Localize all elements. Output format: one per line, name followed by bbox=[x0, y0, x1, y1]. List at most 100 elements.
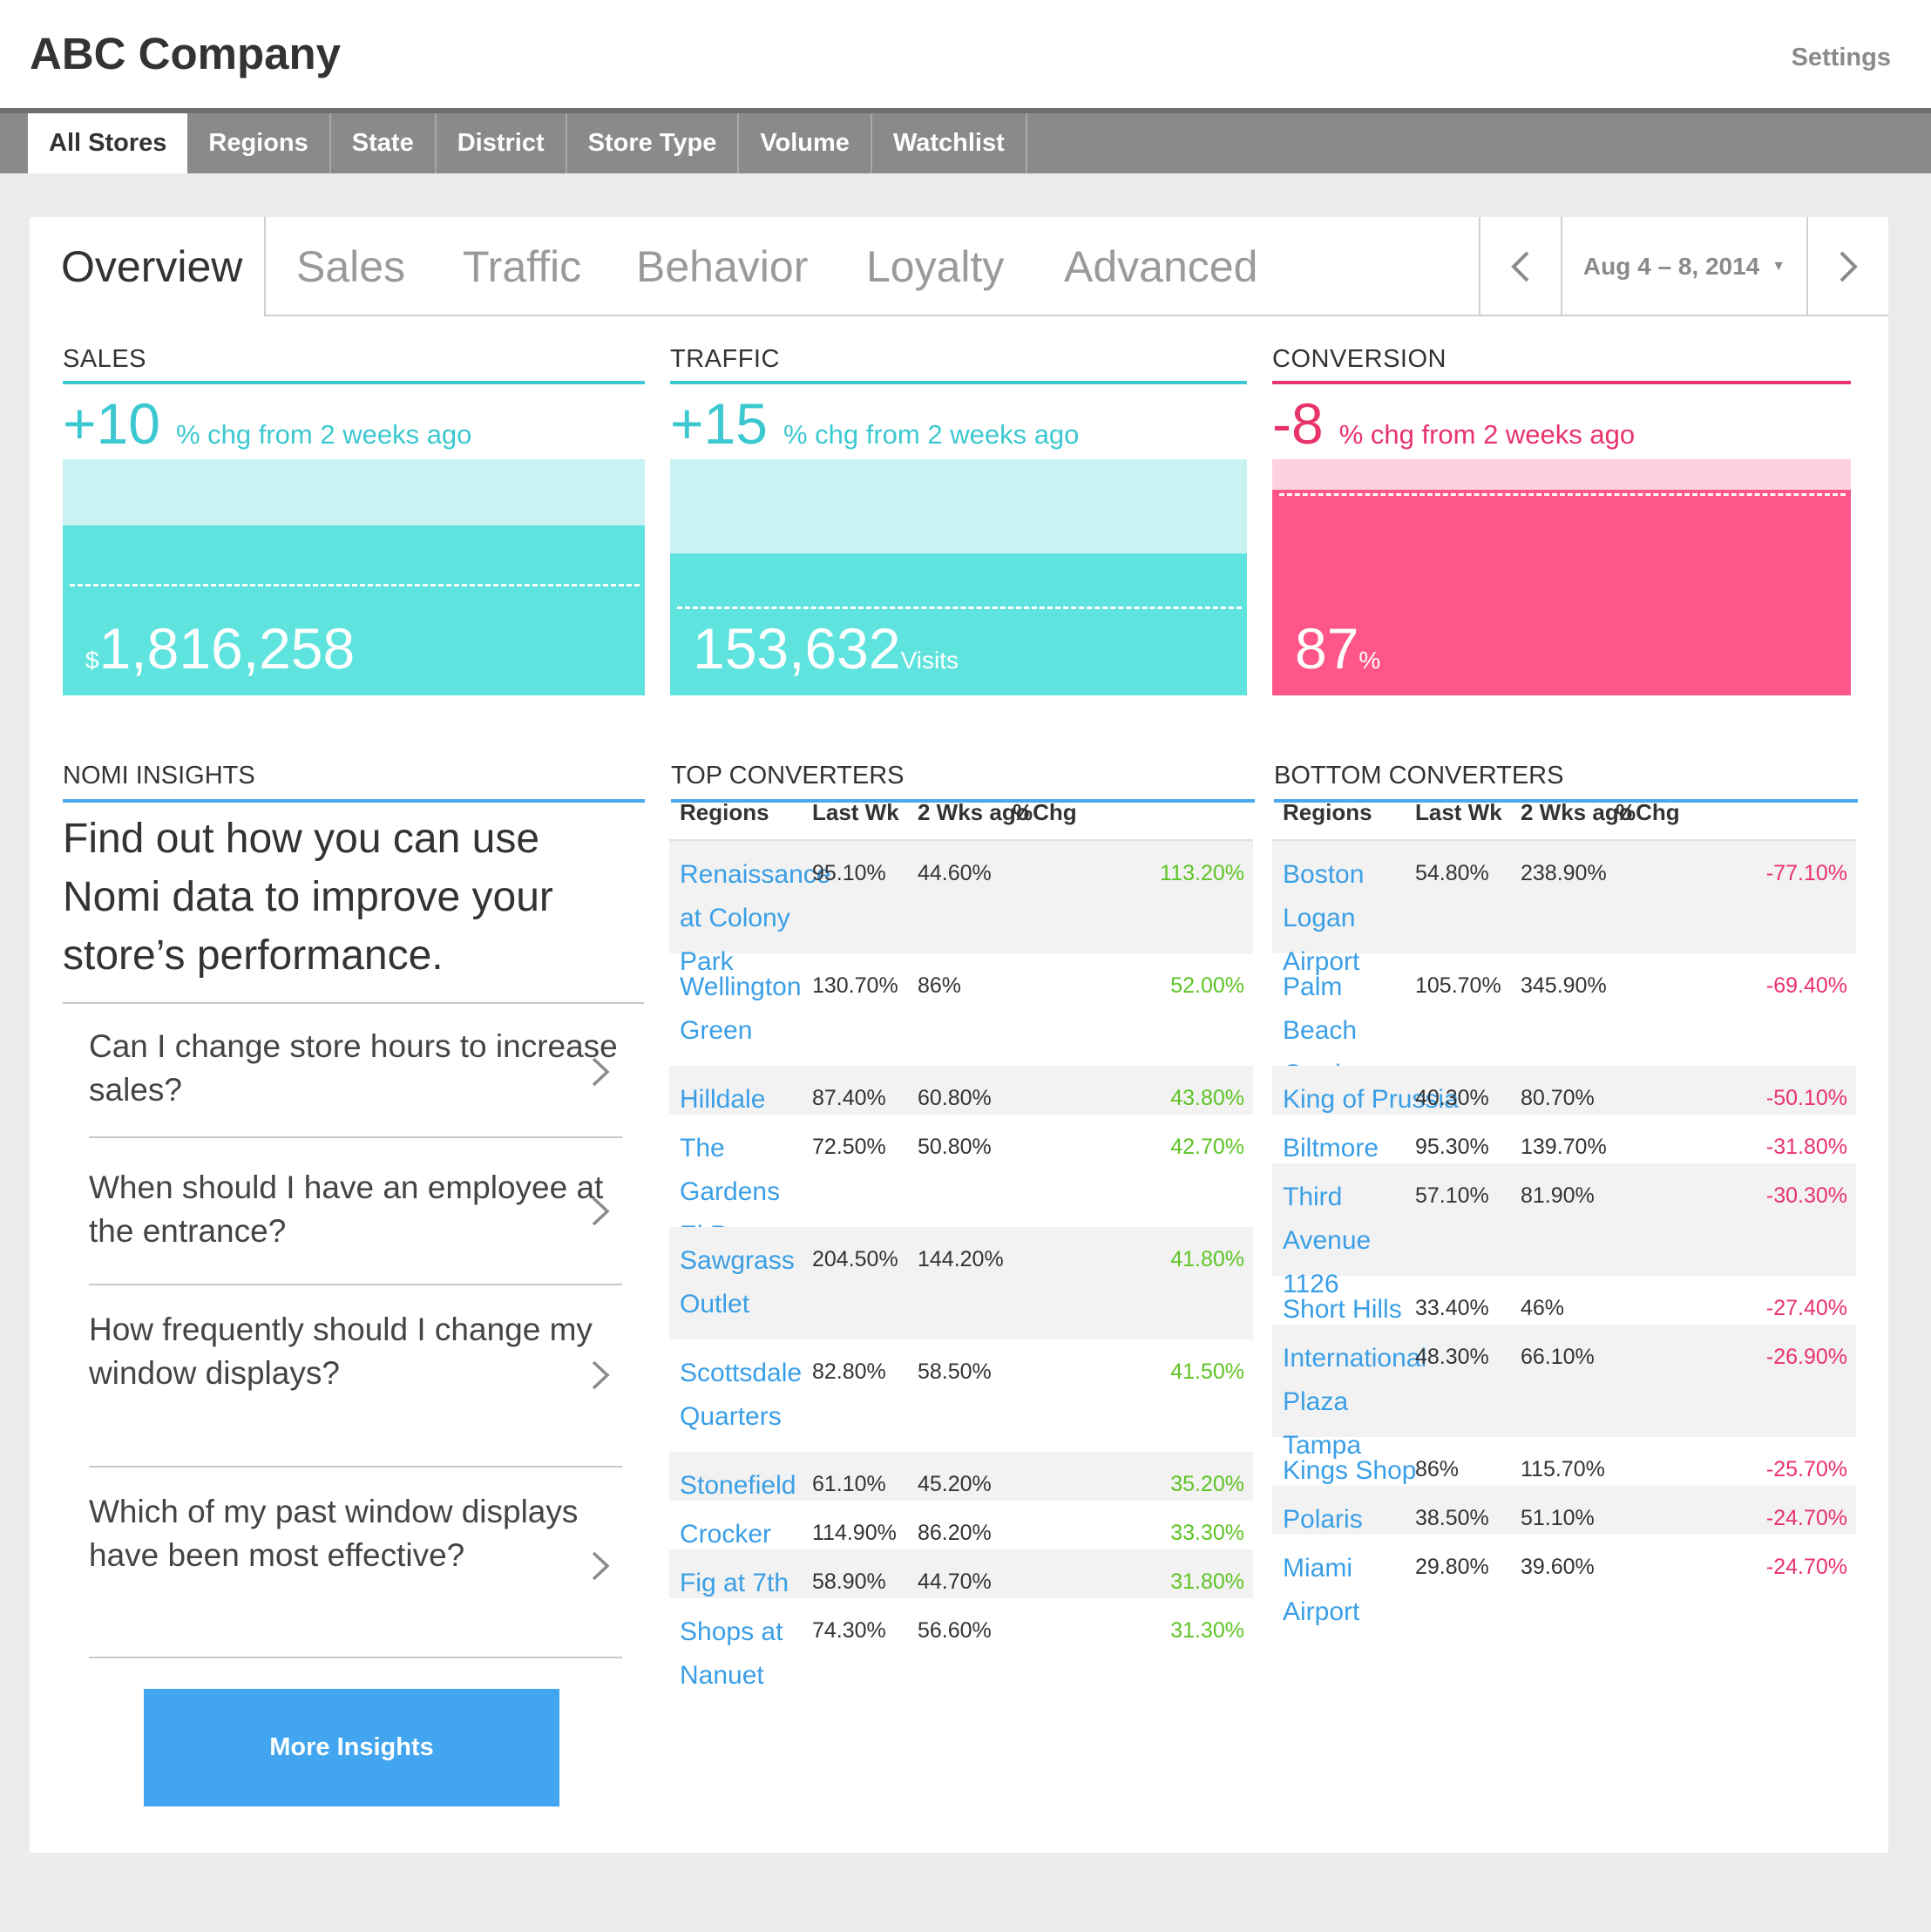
traffic-kpi-title: TRAFFIC bbox=[670, 345, 1247, 384]
bottom-converters-region-link[interactable]: Miami Airport bbox=[1283, 1554, 1360, 1626]
bottom-converters-last-week: 105.70% bbox=[1415, 973, 1501, 998]
bottom-converters-pct-change: -50.10% bbox=[1765, 1086, 1847, 1110]
chevron-right-icon bbox=[592, 1057, 610, 1087]
top-converters-last-week: 95.10% bbox=[812, 861, 886, 885]
bottom-converters-region-link[interactable]: Short Hills bbox=[1283, 1295, 1402, 1324]
bottom-converters-two-weeks-ago: 80.70% bbox=[1521, 1086, 1595, 1110]
bottom-converters-pct-change: -30.30% bbox=[1765, 1183, 1847, 1208]
top-converters-region-link[interactable]: Wellington Green bbox=[680, 973, 802, 1045]
sales-value: $1,816,258 bbox=[85, 615, 355, 681]
bottom-converters-pct-change: -26.90% bbox=[1765, 1345, 1847, 1369]
top-converters-two-weeks-ago: 58.50% bbox=[918, 1359, 992, 1384]
caret-down-icon: ▼ bbox=[1772, 259, 1786, 274]
tab-overview[interactable]: Overview bbox=[61, 242, 243, 291]
bottom-converters-table-row: Third Avenue 1126 57.10% 81.90% -30.30% bbox=[1272, 1163, 1856, 1298]
bottom-converters-region-link[interactable]: Biltmore bbox=[1283, 1134, 1379, 1163]
top-converters-region-link[interactable]: Fig at 7th bbox=[680, 1569, 789, 1597]
traffic-value: 153,632Visits bbox=[693, 615, 959, 681]
insight-question-3[interactable]: How frequently should I change my window… bbox=[89, 1285, 622, 1468]
bottom-converters-two-weeks-ago: 66.10% bbox=[1521, 1345, 1595, 1369]
conversion-change-value: -8 bbox=[1272, 391, 1324, 456]
bottom-converters-region-link[interactable]: Third Avenue 1126 bbox=[1283, 1183, 1372, 1298]
section-tabs-divider bbox=[264, 217, 266, 316]
top-converters-last-week: 114.90% bbox=[812, 1521, 897, 1545]
insight-question-text: Which of my past window displays have be… bbox=[89, 1494, 579, 1573]
top-converters-table-row: Sawgrass Outlet 204.50% 144.20% 41.80% bbox=[669, 1227, 1253, 1339]
bottom-converters-region-link[interactable]: Boston Logan Airport bbox=[1283, 860, 1365, 976]
top-converters-region-link[interactable]: Renaissance at Colony Park bbox=[680, 860, 831, 976]
bottom-converters-region-link[interactable]: King of Prussia bbox=[1283, 1085, 1459, 1114]
top-converters-region-link[interactable]: Shops at Nanuet bbox=[680, 1617, 783, 1690]
top-converters-column-header: %Chg bbox=[1013, 799, 1077, 825]
bottom-converters-region-link[interactable]: Kings Shop bbox=[1283, 1456, 1417, 1485]
bottom-converters-pct-change: -69.40% bbox=[1765, 973, 1847, 998]
top-converters-table-row: Renaissance at Colony Park 95.10% 44.60% 11… bbox=[669, 841, 1253, 976]
sales-value-prefix: $ bbox=[85, 647, 99, 674]
tab-state[interactable]: State bbox=[331, 113, 437, 173]
tab-all-stores[interactable]: All Stores bbox=[28, 113, 188, 173]
section-tabs: Overview Sales Traffic Behavior Loyalty … bbox=[30, 217, 1888, 316]
top-converters-table-row: The Gardens El Paseo72.50%50.80%42.70% bbox=[669, 1115, 1253, 1250]
top-converters-pct-change: 31.30% bbox=[1170, 1618, 1244, 1643]
traffic-bar-fill bbox=[670, 553, 1247, 695]
date-range-select[interactable]: Aug 4 – 8, 2014 ▼ bbox=[1561, 217, 1808, 316]
top-converters-last-week: 82.80% bbox=[812, 1359, 886, 1384]
top-converters-table: Regions Last Wk 2 Wks ago %Chg Renaissance a… bbox=[669, 783, 1253, 1711]
top-converters-last-week: 130.70% bbox=[812, 973, 898, 998]
tab-watchlist[interactable]: Watchlist bbox=[872, 113, 1027, 173]
bottom-converters-table-row: Biltmore 95.30% 139.70% -31.80% bbox=[1272, 1115, 1856, 1163]
bottom-converters-column-header: Regions bbox=[1283, 799, 1372, 825]
top-converters-region-link[interactable]: Stonefield bbox=[680, 1471, 796, 1500]
tab-regions[interactable]: Regions bbox=[187, 113, 331, 173]
top-converters-two-weeks-ago: 45.20% bbox=[918, 1472, 992, 1496]
insight-question-2[interactable]: When should I have an employee at the en… bbox=[89, 1138, 622, 1285]
traffic-change-value: +15 bbox=[670, 391, 768, 456]
bottom-converters-last-week: 29.80% bbox=[1415, 1555, 1489, 1579]
conversion-kpi: CONVERSION -8 % chg from 2 weeks ago 87% bbox=[1272, 345, 1851, 695]
tab-advanced[interactable]: Advanced bbox=[1064, 242, 1258, 291]
top-converters-region-link[interactable]: Sawgrass Outlet bbox=[680, 1246, 795, 1319]
top-converters-two-weeks-ago: 50.80% bbox=[918, 1135, 992, 1159]
tab-store-type[interactable]: Store Type bbox=[567, 113, 740, 173]
tab-behavior[interactable]: Behavior bbox=[636, 242, 809, 291]
previous-period-button[interactable] bbox=[1480, 217, 1561, 316]
bottom-converters-table-row: King of Prussia 40.30% 80.70% -50.10% bbox=[1272, 1066, 1856, 1115]
settings-link[interactable]: Settings bbox=[1791, 44, 1891, 71]
bottom-converters-two-weeks-ago: 139.70% bbox=[1521, 1135, 1607, 1159]
top-converters-table-header: Regions Last Wk 2 Wks ago %Chg bbox=[669, 783, 1253, 841]
tab-district[interactable]: District bbox=[437, 113, 567, 173]
bottom-converters-table-row: Kings Shop 86% 115.70% -25.70% bbox=[1272, 1437, 1856, 1486]
insight-question-1[interactable]: Can I change store hours to increase sal… bbox=[89, 1004, 622, 1138]
next-period-button[interactable] bbox=[1808, 217, 1888, 316]
top-converters-region-link[interactable]: Hilldale bbox=[680, 1085, 766, 1114]
top-converters-pct-change: 35.20% bbox=[1170, 1472, 1244, 1496]
insight-question-4[interactable]: Which of my past window displays have be… bbox=[89, 1468, 622, 1658]
chevron-right-icon bbox=[1840, 251, 1858, 282]
bottom-converters-table-header: Regions Last Wk 2 Wks ago %Chg bbox=[1272, 783, 1856, 841]
bottom-converters-table-row: International Plaza Tampa 48.30% 66.10% -26… bbox=[1272, 1325, 1856, 1460]
bottom-converters-column-header: %Chg bbox=[1616, 799, 1680, 825]
bottom-converters-region-link[interactable]: International Plaza Tampa bbox=[1283, 1344, 1427, 1460]
bottom-converters-last-week: 48.30% bbox=[1415, 1345, 1489, 1369]
top-converters-pct-change: 31.80% bbox=[1170, 1569, 1244, 1594]
bottom-converters-region-link[interactable]: Polaris bbox=[1283, 1505, 1363, 1534]
top-converters-last-week: 72.50% bbox=[812, 1135, 886, 1159]
insights-lead: Find out how you can use Nomi data to im… bbox=[63, 816, 553, 979]
bottom-converters-table: Regions Last Wk 2 Wks ago %Chg Boston Logan … bbox=[1272, 783, 1856, 1626]
sales-change: +10 % chg from 2 weeks ago bbox=[63, 390, 471, 457]
traffic-change-text: % chg from 2 weeks ago bbox=[783, 419, 1080, 450]
top-converters-pct-change: 41.50% bbox=[1170, 1359, 1244, 1384]
conversion-bar: 87% bbox=[1272, 459, 1851, 695]
section-tabs-underline bbox=[264, 315, 1888, 316]
sales-bar: $1,816,258 bbox=[63, 459, 645, 695]
chevron-left-icon bbox=[1511, 251, 1529, 282]
tab-sales[interactable]: Sales bbox=[296, 242, 406, 291]
more-insights-button[interactable]: More Insights bbox=[144, 1689, 559, 1807]
top-converters-region-link[interactable]: Scottsdale Quarters bbox=[680, 1359, 803, 1431]
traffic-change: +15 % chg from 2 weeks ago bbox=[670, 390, 1079, 457]
tab-volume[interactable]: Volume bbox=[739, 113, 872, 173]
bottom-converters-two-weeks-ago: 39.60% bbox=[1521, 1555, 1595, 1579]
tab-traffic[interactable]: Traffic bbox=[463, 242, 582, 291]
tab-loyalty[interactable]: Loyalty bbox=[866, 242, 1005, 291]
sales-bar-fill bbox=[63, 525, 645, 695]
